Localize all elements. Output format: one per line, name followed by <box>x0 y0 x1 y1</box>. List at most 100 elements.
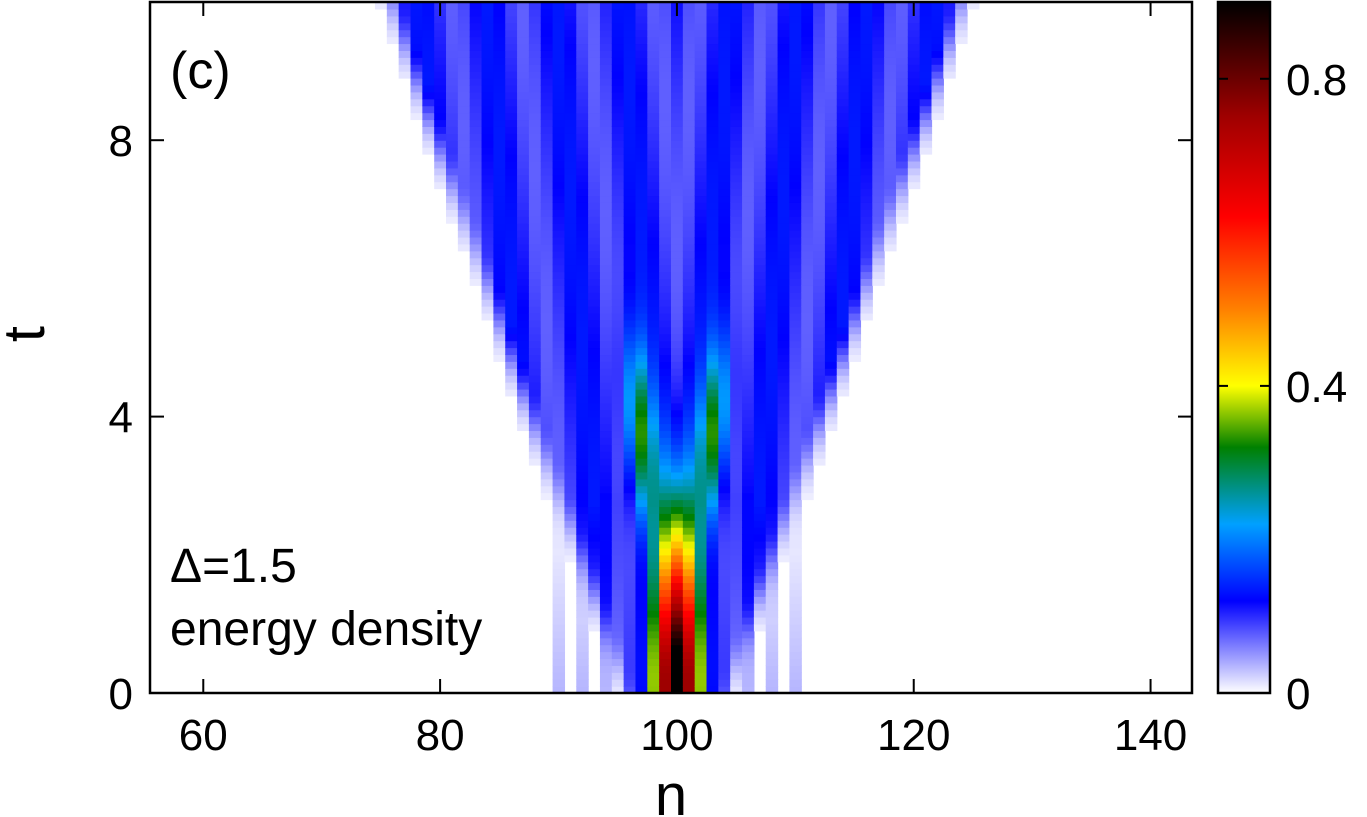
heatmap-cell <box>753 375 767 383</box>
heatmap-cell <box>694 154 708 162</box>
heatmap-cell <box>765 492 779 501</box>
heatmap-cell <box>694 561 708 570</box>
heatmap-cell <box>623 347 637 356</box>
heatmap-cell <box>659 98 672 107</box>
heatmap-cell <box>682 603 696 611</box>
heatmap-cell <box>635 119 648 127</box>
heatmap-cell <box>742 575 755 584</box>
heatmap-cell <box>552 264 566 273</box>
heatmap-cell <box>599 561 613 570</box>
heatmap-cell <box>528 354 542 362</box>
heatmap-cell <box>659 271 672 279</box>
heatmap-cell <box>659 15 672 24</box>
heatmap-cell <box>813 451 826 459</box>
heatmap-cell <box>659 492 672 501</box>
heatmap-cell <box>753 361 767 369</box>
heatmap-cell <box>931 2 944 10</box>
heatmap-cell <box>540 112 554 121</box>
heatmap-cell <box>517 202 530 210</box>
heatmap-cell <box>860 264 873 273</box>
heatmap-cell <box>777 506 791 514</box>
heatmap-cell <box>552 133 566 141</box>
heatmap-cell <box>528 285 542 293</box>
heatmap-cell <box>872 209 885 217</box>
heatmap-cell <box>659 236 672 245</box>
heatmap-cell <box>801 36 814 45</box>
heatmap-cell <box>552 202 566 210</box>
heatmap-cell <box>469 112 483 121</box>
heatmap-cell <box>576 160 589 169</box>
heatmap-cell <box>718 368 731 376</box>
heatmap-cell <box>813 264 826 273</box>
heatmap-cell <box>457 181 471 190</box>
heatmap-cell <box>611 181 625 190</box>
heatmap-cell <box>611 361 625 369</box>
heatmap-cell <box>813 160 826 169</box>
heatmap-cell <box>576 285 589 293</box>
heatmap-cell <box>801 492 814 501</box>
heatmap-cell <box>895 147 909 155</box>
heatmap-cell <box>765 299 779 307</box>
heatmap-cell <box>694 188 708 197</box>
heatmap-cell <box>481 126 494 134</box>
heatmap-cell <box>765 506 779 514</box>
heatmap-cell <box>789 540 802 549</box>
heatmap-cell <box>694 451 708 459</box>
heatmap-cell <box>469 78 483 86</box>
heatmap-cell <box>434 57 447 65</box>
heatmap-cell <box>872 271 885 279</box>
heatmap-cell <box>706 665 719 673</box>
heatmap-cell <box>753 464 767 473</box>
heatmap-cell <box>777 333 791 342</box>
heatmap-cell <box>659 181 672 190</box>
heatmap-cell <box>789 292 802 300</box>
heatmap-cell <box>505 22 518 31</box>
heatmap-cell <box>895 154 909 162</box>
heatmap-cell <box>599 464 613 473</box>
heatmap-cell <box>469 223 483 231</box>
heatmap-cell <box>588 230 601 238</box>
heatmap-cell <box>895 202 909 210</box>
heatmap-cell <box>718 458 731 466</box>
heatmap-cell <box>730 333 743 342</box>
heatmap-cell <box>671 561 684 570</box>
heatmap-cell <box>647 630 660 639</box>
heatmap-cell <box>564 209 577 217</box>
heatmap-cell <box>611 285 625 293</box>
heatmap-cell <box>552 299 566 307</box>
heatmap-cell <box>623 464 637 473</box>
heatmap-cell <box>884 160 897 169</box>
heatmap-cell <box>635 36 648 45</box>
heatmap-cell <box>481 257 494 266</box>
heatmap-cell <box>422 8 435 17</box>
heatmap-cell <box>943 71 956 79</box>
heatmap-cell <box>694 464 708 473</box>
heatmap-cell <box>730 264 743 273</box>
heatmap-cell <box>588 451 601 459</box>
heatmap-cell <box>718 610 731 618</box>
heatmap-cell <box>706 292 719 300</box>
heatmap-cell <box>635 444 648 452</box>
heatmap-cell <box>789 299 802 307</box>
heatmap-cell <box>919 133 933 141</box>
heatmap-cell <box>457 71 471 79</box>
heatmap-cell <box>493 22 506 31</box>
heatmap-cell <box>611 388 625 397</box>
heatmap-cell <box>457 195 471 203</box>
heatmap-cell <box>635 658 648 666</box>
heatmap-cell <box>599 451 613 459</box>
heatmap-cell <box>789 250 802 259</box>
heatmap-cell <box>777 478 791 487</box>
heatmap-cell <box>694 409 708 418</box>
heatmap-cell <box>801 112 814 121</box>
heatmap-cell <box>895 84 909 93</box>
heatmap-cell <box>623 589 637 597</box>
heatmap-cell <box>884 43 897 51</box>
heatmap-cell <box>730 91 743 100</box>
heatmap-cell <box>801 140 814 148</box>
heatmap-cell <box>552 84 566 93</box>
heatmap-cell <box>860 91 873 100</box>
heatmap-cell <box>576 71 589 79</box>
heatmap-cell <box>505 78 518 86</box>
heatmap-cell <box>671 603 684 611</box>
